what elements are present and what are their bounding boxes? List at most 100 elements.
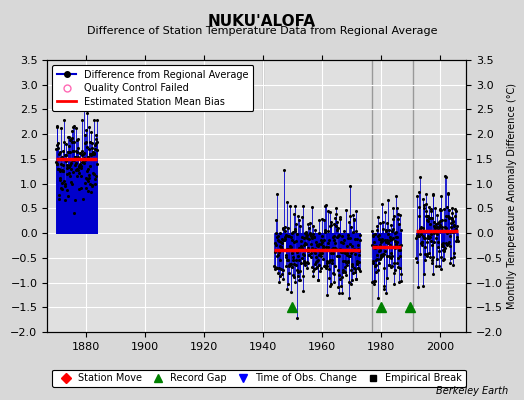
Point — [338, 274, 346, 281]
Point — [418, 242, 427, 249]
Point — [91, 139, 100, 146]
Point — [422, 201, 430, 208]
Point — [91, 146, 99, 152]
Point — [335, 253, 343, 259]
Point — [72, 172, 81, 179]
Point — [348, 270, 357, 276]
Point — [419, 196, 427, 202]
Point — [342, 246, 351, 253]
Point — [88, 140, 96, 146]
Point — [317, 236, 325, 243]
Point — [299, 203, 307, 209]
Point — [354, 242, 363, 248]
Point — [336, 276, 345, 282]
Point — [73, 149, 82, 155]
Point — [394, 216, 402, 222]
Point — [315, 241, 323, 247]
Point — [321, 243, 330, 250]
Point — [424, 213, 432, 219]
Point — [429, 271, 438, 277]
Point — [341, 250, 350, 256]
Point — [63, 165, 71, 172]
Point — [309, 272, 317, 279]
Point — [282, 252, 290, 258]
Point — [319, 256, 327, 262]
Point — [289, 272, 297, 278]
Point — [279, 236, 288, 243]
Point — [52, 158, 60, 165]
Point — [294, 256, 303, 263]
Point — [277, 266, 285, 272]
Point — [322, 264, 330, 270]
Point — [383, 220, 391, 226]
Point — [313, 242, 321, 248]
Point — [317, 264, 325, 271]
Point — [292, 262, 300, 268]
Point — [450, 254, 458, 260]
Point — [67, 136, 75, 142]
Point — [307, 254, 315, 260]
Point — [83, 154, 92, 160]
Point — [318, 215, 326, 222]
Point — [390, 245, 399, 251]
Point — [280, 235, 289, 242]
Point — [442, 225, 451, 231]
Point — [275, 265, 283, 271]
Point — [350, 216, 358, 222]
Point — [412, 254, 420, 261]
Point — [445, 207, 453, 214]
Point — [92, 132, 100, 138]
Point — [332, 246, 340, 252]
Point — [283, 286, 291, 292]
Point — [333, 267, 342, 274]
Point — [331, 215, 340, 221]
Point — [336, 246, 344, 252]
Point — [373, 226, 381, 233]
Point — [310, 266, 319, 272]
Point — [325, 237, 333, 243]
Point — [416, 226, 424, 232]
Point — [321, 202, 329, 209]
Point — [304, 236, 313, 242]
Point — [311, 261, 319, 268]
Point — [86, 181, 94, 188]
Point — [52, 124, 61, 130]
Point — [66, 149, 74, 155]
Point — [325, 266, 333, 272]
Point — [385, 253, 393, 260]
Point — [348, 261, 357, 267]
Point — [292, 238, 301, 244]
Point — [297, 243, 305, 250]
Point — [369, 232, 377, 238]
Point — [82, 185, 91, 191]
Point — [451, 227, 460, 233]
Point — [394, 254, 402, 261]
Point — [436, 193, 445, 199]
Point — [67, 160, 75, 166]
Point — [313, 258, 321, 264]
Point — [375, 248, 383, 254]
Point — [54, 165, 63, 172]
Point — [425, 203, 433, 210]
Point — [289, 257, 298, 264]
Point — [375, 232, 383, 238]
Point — [75, 186, 84, 192]
Text: NUKU'ALOFA: NUKU'ALOFA — [208, 14, 316, 29]
Point — [389, 235, 397, 242]
Point — [432, 229, 440, 235]
Point — [62, 162, 71, 168]
Point — [442, 174, 451, 181]
Point — [63, 148, 72, 155]
Point — [418, 228, 426, 234]
Point — [425, 250, 433, 256]
Point — [435, 263, 443, 269]
Point — [423, 232, 432, 239]
Point — [281, 254, 290, 260]
Point — [276, 230, 284, 236]
Point — [372, 257, 380, 264]
Point — [418, 225, 427, 232]
Point — [331, 263, 339, 269]
Point — [337, 290, 346, 296]
Point — [286, 243, 294, 249]
Point — [370, 230, 379, 237]
